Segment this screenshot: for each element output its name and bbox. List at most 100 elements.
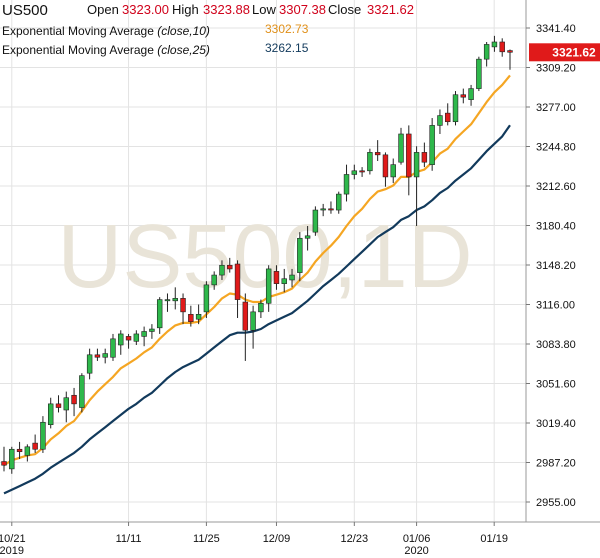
candle-body <box>437 115 443 126</box>
candle-body <box>40 421 46 450</box>
y-tick-label: 2987.20 <box>536 458 576 470</box>
ema25-legend-label: Exponential Moving Average (close,25) <box>2 43 210 57</box>
candle-body <box>172 298 178 302</box>
close-value: 3321.62 <box>367 2 414 17</box>
candle <box>40 416 46 453</box>
y-tick-label: 3341.40 <box>536 23 576 35</box>
candle <box>63 391 69 423</box>
candle-body <box>227 264 233 270</box>
candle-body <box>250 311 256 331</box>
candle-body <box>110 338 116 358</box>
candle-body <box>367 152 373 172</box>
candle <box>374 140 381 161</box>
y-tick-label: 3309.20 <box>536 63 576 75</box>
ohlc-header: US500 Open 3323.00 High 3323.88 Low 3307… <box>2 2 414 19</box>
candle-body <box>32 442 38 450</box>
candle <box>79 373 85 413</box>
y-tick-label: 3083.80 <box>536 339 576 351</box>
candle-body <box>483 44 490 60</box>
candle-body <box>460 94 467 98</box>
candle <box>102 348 108 364</box>
y-tick-label: 2955.00 <box>536 497 576 509</box>
candle <box>273 265 280 290</box>
candle-body <box>499 41 505 53</box>
candle <box>195 304 202 325</box>
ema25-legend-value: 3262.15 <box>265 41 309 55</box>
y-tick-label: 3244.80 <box>536 142 576 154</box>
candle <box>491 35 498 52</box>
candle <box>281 268 287 293</box>
candle-body <box>507 50 513 53</box>
x-tick-label: 01/19 <box>480 533 508 545</box>
candle <box>359 167 365 177</box>
candle-body <box>180 298 186 313</box>
candle <box>289 268 295 288</box>
candle <box>250 305 256 349</box>
candle-body <box>133 333 140 342</box>
x-tick-year-label: 2019 <box>0 545 24 557</box>
candle <box>328 201 334 214</box>
candle-body <box>406 133 412 178</box>
candle <box>390 158 396 184</box>
candle-body <box>343 174 350 195</box>
candle <box>460 88 467 104</box>
candle-body <box>359 170 365 173</box>
candle-body <box>445 112 451 123</box>
candle <box>429 118 435 171</box>
candle-body <box>452 94 459 123</box>
last-price-tag-bg <box>529 43 600 62</box>
low-value: 3307.38 <box>279 2 326 17</box>
candle-body <box>468 88 474 100</box>
candle-body <box>491 41 498 48</box>
candle <box>32 434 38 453</box>
watermark: US500,1D <box>57 207 472 307</box>
candle-body <box>211 274 217 286</box>
candle <box>9 446 15 474</box>
y-tick-label: 3180.40 <box>536 221 576 233</box>
close-label: Close <box>328 2 361 17</box>
x-tick-label: 12/09 <box>263 533 291 545</box>
candle <box>110 333 116 361</box>
candle-body <box>374 152 381 156</box>
open-value: 3323.00 <box>122 2 169 17</box>
candle <box>172 287 178 310</box>
candle <box>125 333 132 349</box>
candle <box>265 265 272 312</box>
candle-body <box>141 331 147 337</box>
candle <box>304 225 311 251</box>
x-tick-label: 12/23 <box>341 533 369 545</box>
candle <box>86 348 93 380</box>
candle-body <box>429 125 435 165</box>
y-tick-label: 3148.20 <box>536 260 576 272</box>
y-axis: 3341.40 3309.20 3277.00 3244.80 3212.60 3180.… <box>526 23 576 509</box>
candle <box>343 164 350 202</box>
candle-body <box>328 208 334 211</box>
candle-body <box>94 354 101 358</box>
candle-body <box>24 446 31 456</box>
candle-body <box>156 299 163 329</box>
candle <box>413 146 420 226</box>
candle-body <box>188 314 194 322</box>
ema10-layer <box>3 74 511 467</box>
candle <box>258 299 264 318</box>
ema10-legend: Exponential Moving Average (close,10) 33… <box>2 22 309 38</box>
high-value: 3323.88 <box>203 2 250 17</box>
candle-body <box>55 403 62 408</box>
ema25-layer <box>3 124 511 495</box>
ema25-line <box>3 124 511 495</box>
y-tick-label: 3051.60 <box>536 379 576 391</box>
ema10-line <box>3 74 511 467</box>
y-tick-label: 3212.60 <box>536 181 576 193</box>
candle <box>156 297 163 334</box>
candle <box>507 49 513 70</box>
candle <box>499 38 505 57</box>
candle-body <box>125 336 132 341</box>
candle <box>421 142 428 168</box>
candle-body <box>164 299 171 302</box>
candle-body <box>16 448 23 453</box>
candle <box>24 444 31 462</box>
candle <box>180 293 186 325</box>
candle-body <box>312 209 319 233</box>
candle <box>468 84 474 106</box>
